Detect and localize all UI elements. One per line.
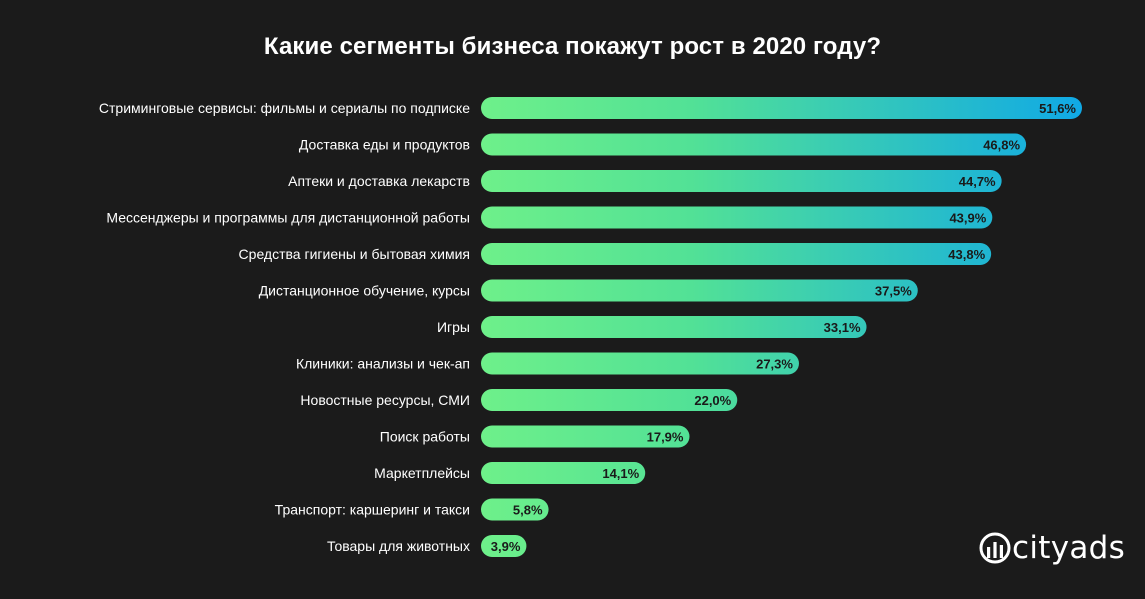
bar-row: Средства гигиены и бытовая химия 43,8% (239, 243, 992, 265)
bar-row: Стриминговые сервисы: фильмы и сериалы п… (99, 97, 1082, 119)
bar (481, 462, 646, 484)
bar-row: Товары для животных 3,9% (327, 535, 527, 557)
bar-row: Поиск работы 17,9% (380, 425, 690, 448)
value-label: 44,7% (959, 174, 996, 189)
category-label: Маркетплейсы (374, 465, 470, 481)
bar-row: Доставка еды и продуктов 46,8% (299, 133, 1027, 156)
bar (481, 316, 867, 338)
value-label: 46,8% (983, 138, 1020, 153)
category-label: Поиск работы (380, 429, 470, 445)
value-label: 3,9% (491, 539, 521, 554)
bar-row: Клиники: анализы и чек-ап 27,3% (296, 352, 799, 375)
bar-row: Аптеки и доставка лекарств 44,7% (288, 170, 1002, 192)
category-label: Средства гигиены и бытовая химия (239, 246, 470, 262)
bar-row: Транспорт: каршеринг и такси 5,8% (275, 498, 549, 521)
value-label: 17,9% (647, 430, 684, 445)
bar (481, 389, 738, 411)
bar-row: Мессенджеры и программы для дистанционно… (106, 206, 993, 229)
bar (481, 425, 690, 448)
bar (481, 170, 1002, 192)
chart-title: Какие сегменты бизнеса покажут рост в 20… (263, 33, 882, 60)
category-label: Аптеки и доставка лекарств (288, 173, 470, 189)
bar (481, 97, 1082, 119)
bar (481, 133, 1027, 156)
brand-name: cityads (1012, 530, 1126, 566)
category-label: Игры (437, 319, 470, 335)
value-label: 43,8% (948, 247, 985, 262)
brand-logo: cityads (978, 530, 1125, 566)
bar (481, 206, 993, 229)
category-label: Транспорт: каршеринг и такси (275, 502, 470, 518)
bar (481, 352, 799, 375)
value-label: 51,6% (1039, 101, 1076, 116)
category-label: Новостные ресурсы, СМИ (300, 392, 470, 408)
bar-row: Игры 33,1% (437, 316, 867, 338)
bar-row: Маркетплейсы 14,1% (374, 462, 646, 484)
value-label: 27,3% (756, 357, 793, 372)
value-label: 43,9% (949, 211, 986, 226)
category-label: Дистанционное обучение, курсы (259, 283, 470, 299)
value-label: 22,0% (694, 393, 731, 408)
category-label: Мессенджеры и программы для дистанционно… (106, 210, 470, 226)
bar (481, 243, 992, 265)
bar (481, 535, 527, 557)
category-label: Товары для животных (327, 538, 470, 554)
value-label: 33,1% (824, 320, 861, 335)
value-label: 37,5% (875, 284, 912, 299)
bar (481, 498, 549, 521)
cityads-logo-icon (979, 532, 1011, 564)
bar (481, 279, 918, 302)
bar-row: Новостные ресурсы, СМИ 22,0% (300, 389, 738, 411)
category-label: Стриминговые сервисы: фильмы и сериалы п… (99, 100, 470, 116)
bar-row: Дистанционное обучение, курсы 37,5% (259, 279, 918, 302)
category-label: Клиники: анализы и чек-ап (296, 356, 470, 372)
value-label: 5,8% (513, 503, 543, 518)
value-label: 14,1% (602, 466, 639, 481)
category-label: Доставка еды и продуктов (299, 137, 470, 153)
